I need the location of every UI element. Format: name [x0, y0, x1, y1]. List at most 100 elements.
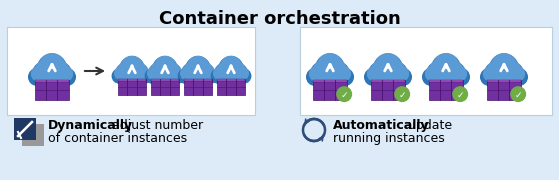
Circle shape	[377, 70, 390, 84]
Circle shape	[131, 64, 148, 81]
Circle shape	[438, 66, 454, 83]
Circle shape	[149, 64, 167, 81]
Circle shape	[423, 69, 439, 85]
Circle shape	[120, 57, 144, 81]
Circle shape	[386, 70, 399, 84]
Circle shape	[181, 67, 193, 80]
Circle shape	[425, 66, 440, 81]
Circle shape	[427, 62, 448, 83]
FancyBboxPatch shape	[35, 80, 69, 82]
Circle shape	[41, 70, 54, 84]
Circle shape	[444, 62, 465, 83]
Circle shape	[224, 67, 238, 81]
Circle shape	[395, 87, 410, 101]
Circle shape	[40, 73, 54, 88]
Circle shape	[311, 62, 331, 83]
Circle shape	[145, 69, 159, 83]
Circle shape	[50, 70, 63, 84]
Text: Dynamically: Dynamically	[48, 119, 133, 132]
Circle shape	[59, 69, 75, 85]
Circle shape	[378, 68, 397, 87]
FancyBboxPatch shape	[184, 79, 212, 95]
Circle shape	[42, 68, 61, 87]
Circle shape	[501, 73, 517, 88]
Circle shape	[121, 73, 134, 85]
Circle shape	[229, 71, 240, 82]
Circle shape	[33, 62, 54, 83]
FancyBboxPatch shape	[371, 80, 405, 100]
FancyBboxPatch shape	[313, 80, 347, 100]
Circle shape	[493, 70, 506, 84]
Circle shape	[163, 71, 174, 82]
Circle shape	[220, 56, 241, 78]
Circle shape	[394, 66, 409, 81]
Circle shape	[502, 70, 515, 84]
Circle shape	[511, 87, 525, 101]
Circle shape	[223, 69, 239, 85]
Circle shape	[178, 69, 192, 83]
Circle shape	[203, 69, 217, 83]
Circle shape	[44, 66, 60, 83]
Circle shape	[190, 69, 206, 85]
Circle shape	[374, 54, 402, 83]
Circle shape	[386, 62, 407, 83]
Circle shape	[214, 67, 226, 80]
Circle shape	[229, 73, 241, 85]
Circle shape	[222, 71, 233, 82]
Circle shape	[437, 68, 455, 87]
Circle shape	[220, 73, 233, 85]
Circle shape	[125, 67, 139, 81]
Circle shape	[496, 66, 512, 83]
Circle shape	[336, 66, 350, 81]
Circle shape	[503, 61, 520, 79]
Circle shape	[491, 54, 517, 79]
Circle shape	[131, 62, 146, 78]
Circle shape	[197, 64, 214, 81]
Circle shape	[503, 62, 523, 83]
Text: running instances: running instances	[333, 132, 445, 145]
Circle shape	[314, 61, 331, 79]
Text: Automatically: Automatically	[333, 119, 430, 132]
Circle shape	[58, 66, 73, 81]
Circle shape	[452, 66, 467, 81]
Circle shape	[158, 67, 172, 81]
Circle shape	[196, 71, 207, 82]
Circle shape	[307, 69, 323, 85]
Circle shape	[40, 54, 65, 79]
Circle shape	[371, 61, 390, 79]
FancyBboxPatch shape	[118, 79, 146, 81]
Circle shape	[230, 62, 245, 78]
Circle shape	[485, 62, 506, 83]
Circle shape	[197, 62, 212, 78]
Text: of container instances: of container instances	[48, 132, 187, 145]
FancyBboxPatch shape	[35, 80, 69, 100]
FancyBboxPatch shape	[371, 80, 405, 82]
Text: Container orchestration: Container orchestration	[159, 10, 400, 28]
FancyBboxPatch shape	[487, 80, 521, 82]
Circle shape	[138, 69, 151, 83]
Circle shape	[182, 64, 200, 81]
Text: ✓: ✓	[514, 91, 522, 100]
Circle shape	[37, 54, 67, 83]
FancyBboxPatch shape	[429, 80, 463, 100]
Circle shape	[316, 54, 344, 83]
Circle shape	[318, 73, 333, 88]
Circle shape	[211, 69, 225, 83]
FancyBboxPatch shape	[429, 80, 463, 82]
Circle shape	[380, 66, 396, 83]
Circle shape	[191, 67, 205, 81]
Text: ✓: ✓	[457, 91, 464, 100]
Circle shape	[115, 67, 127, 80]
Circle shape	[236, 69, 251, 83]
Circle shape	[453, 69, 470, 85]
Circle shape	[322, 66, 338, 83]
Circle shape	[154, 56, 176, 78]
Circle shape	[35, 61, 54, 79]
Circle shape	[484, 66, 498, 81]
FancyBboxPatch shape	[487, 80, 521, 100]
Circle shape	[118, 62, 133, 78]
Circle shape	[124, 69, 140, 85]
Circle shape	[130, 73, 143, 85]
Circle shape	[337, 69, 353, 85]
FancyBboxPatch shape	[184, 79, 212, 81]
